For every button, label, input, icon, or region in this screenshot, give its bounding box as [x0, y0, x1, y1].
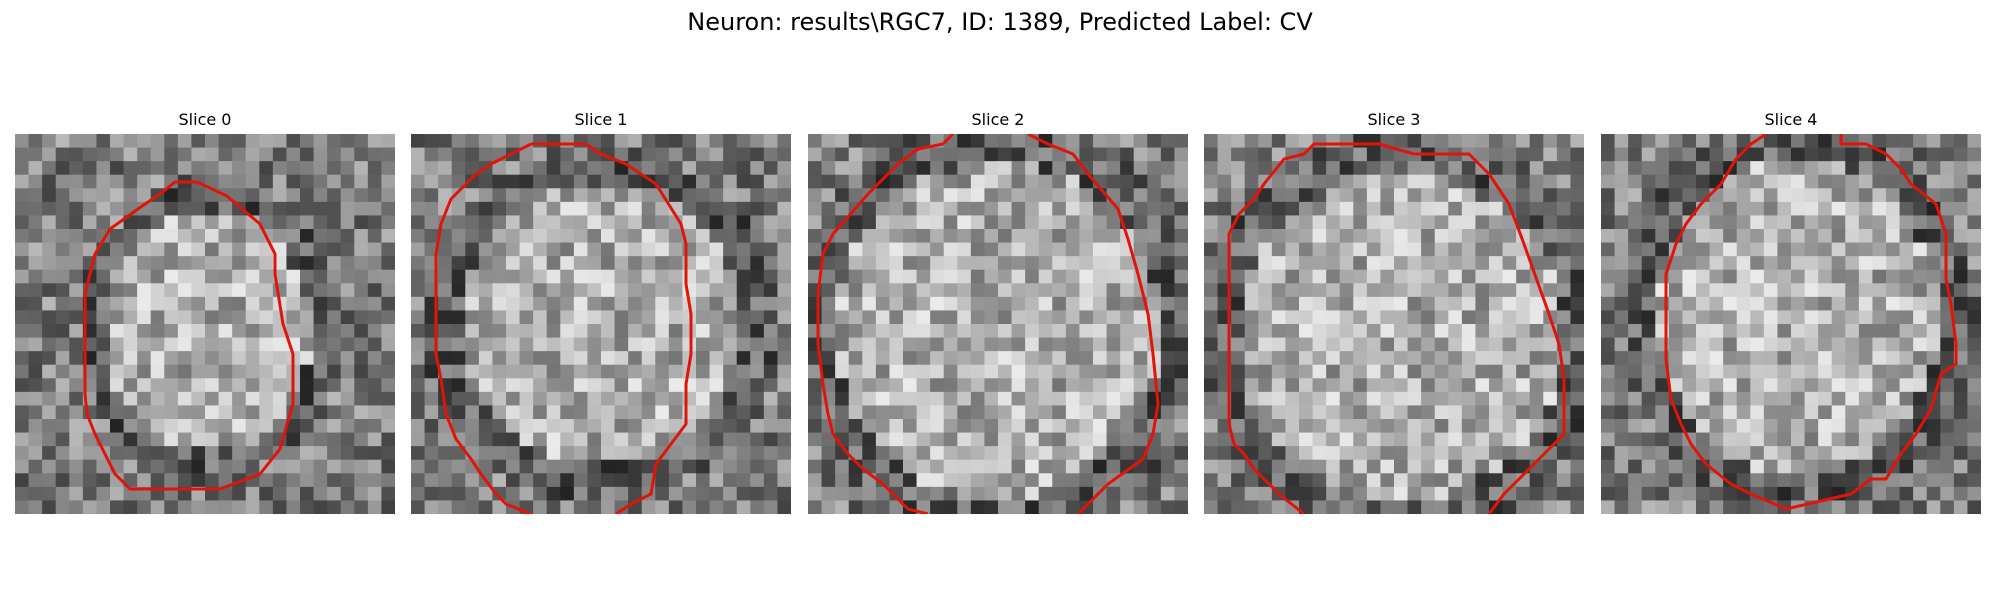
slice-panel-2: Slice 2	[808, 110, 1188, 514]
slice-image	[15, 134, 395, 514]
slice-pixels	[411, 134, 791, 514]
slice-image	[1204, 134, 1584, 514]
contour-line	[83, 180, 295, 491]
slice-pixels	[808, 134, 1188, 514]
slice-image	[411, 134, 791, 514]
contour-line	[1227, 142, 1364, 514]
contour-line	[434, 142, 532, 514]
slice-panel-3: Slice 3	[1204, 110, 1584, 514]
contour-line	[816, 134, 955, 514]
slice-pixels	[1601, 134, 1981, 514]
contour-line	[1027, 134, 1160, 514]
slice-panel-0: Slice 0	[15, 110, 395, 514]
slice-pixels	[1204, 134, 1584, 514]
slice-panel-1: Slice 1	[411, 110, 791, 514]
slice-title: Slice 0	[178, 110, 232, 129]
slice-title: Slice 3	[1367, 110, 1421, 129]
contour-line	[531, 142, 693, 514]
figure-title: Neuron: results\RGC7, ID: 1389, Predicte…	[687, 8, 1313, 36]
slice-image	[1601, 134, 1981, 514]
contour-line	[1364, 142, 1566, 514]
slice-title: Slice 4	[1764, 110, 1818, 129]
slice-title: Slice 1	[574, 110, 628, 129]
contour-line	[1664, 134, 1958, 511]
slice-pixels	[15, 134, 395, 514]
slice-image	[808, 134, 1188, 514]
slice-title: Slice 2	[971, 110, 1025, 129]
slice-panel-4: Slice 4	[1601, 110, 1981, 514]
